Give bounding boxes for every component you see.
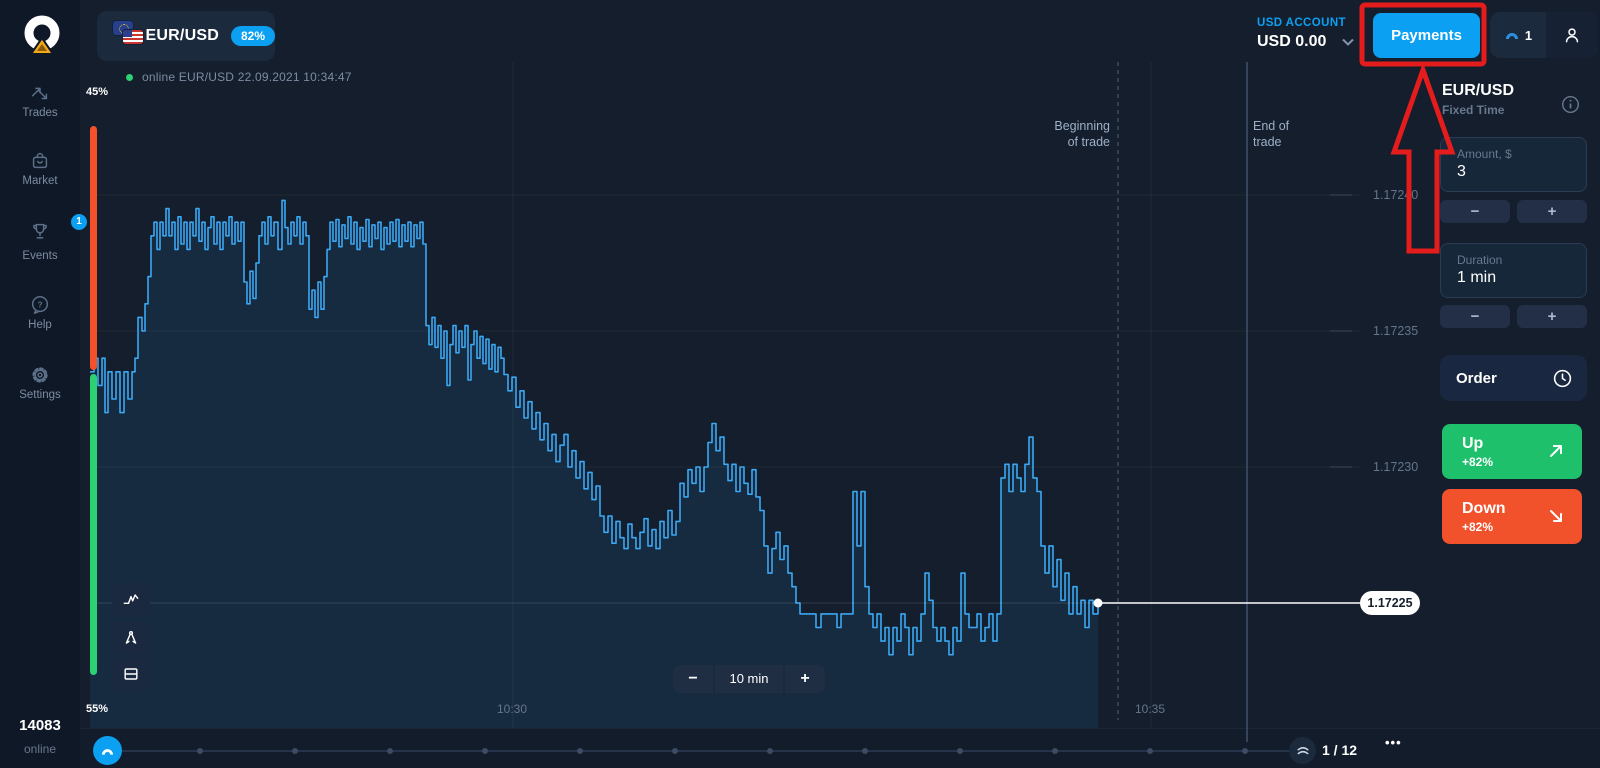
duration-increase-button[interactable]: + (1517, 305, 1587, 328)
price-axis-tick: 1.17235 (1373, 324, 1419, 338)
online-users-count: 14083 (19, 717, 61, 734)
trades-icon (31, 87, 48, 100)
duration-field[interactable]: Duration 1 min (1440, 243, 1587, 298)
sentiment-bar-sell (90, 126, 97, 370)
current-price-tag: 1.17225 (1360, 591, 1420, 615)
down-button[interactable]: Down +82% (1442, 489, 1582, 544)
settings-icon (32, 367, 48, 383)
timeline-scrubber-handle[interactable] (93, 736, 122, 765)
currency-pair-flags-icon (113, 21, 143, 51)
compass-icon (125, 630, 137, 644)
olymp-trade-logo[interactable] (22, 14, 62, 58)
market-icon (32, 153, 48, 169)
price-area (90, 200, 1098, 728)
time-axis-tick: 10:30 (496, 702, 528, 716)
arrow-down-right-icon (1550, 510, 1562, 522)
sidebar-item-help[interactable]: ? Help (0, 294, 80, 331)
down-payout: +82% (1462, 519, 1494, 534)
sidebar-item-label: Market (22, 175, 58, 187)
amount-increase-button[interactable]: + (1517, 200, 1587, 223)
split-view-icon (124, 668, 138, 680)
price-line (90, 199, 1099, 656)
account-balance: USD 0.00 (1257, 33, 1327, 50)
price-axis-tick: 1.17230 (1373, 460, 1419, 474)
profile-segment[interactable] (1546, 12, 1598, 58)
page-indicator: 1 / 12 (1322, 742, 1358, 758)
up-label: Up (1462, 434, 1484, 452)
beginning-of-trade-label: Beginning of trade (1054, 119, 1110, 149)
trade-panel-pair: EUR/USD (1442, 82, 1515, 99)
chart-pages-button[interactable] (1289, 737, 1316, 764)
sidebar-item-label: Events (22, 250, 58, 262)
online-status-dot (126, 73, 133, 81)
notifications-segment[interactable]: 1 (1490, 12, 1546, 58)
sentiment-bar-buy (90, 374, 97, 675)
sidebar-item-label: Help (28, 319, 52, 331)
sidebar-item-trades[interactable]: Trades (0, 82, 80, 119)
account-type-label: USD ACCOUNT (1257, 17, 1346, 29)
line-chart-icon (123, 594, 139, 605)
drawing-tools-button[interactable] (112, 621, 150, 655)
up-payout: +82% (1462, 454, 1494, 469)
price-axis-tick: 1.17240 (1373, 188, 1419, 202)
interval-label: 10 min (715, 665, 783, 693)
duration-label: Duration (1457, 253, 1503, 267)
chart-type-button[interactable] (112, 583, 150, 617)
events-badge: 1 (71, 214, 87, 230)
arrow-up-right-icon (1550, 445, 1562, 457)
sidebar-item-events[interactable]: 1 Events (0, 214, 87, 262)
sentiment-up-percent: 45% (86, 86, 109, 98)
down-label: Down (1462, 499, 1506, 517)
last-price-dot (1093, 598, 1103, 608)
more-options-button[interactable]: ••• (1385, 735, 1402, 750)
duration-value: 1 min (1457, 269, 1497, 286)
amount-value: 3 (1457, 163, 1466, 180)
sidebar: Trades Market 1 Events ? Help (0, 0, 87, 768)
amount-decrease-button[interactable]: − (1440, 200, 1510, 223)
sidebar-item-settings[interactable]: Settings (0, 364, 80, 401)
layers-icon (1297, 746, 1308, 754)
amount-label: Amount, $ (1457, 147, 1512, 161)
svg-text:?: ? (37, 300, 42, 309)
clock-icon (1553, 369, 1572, 387)
sidebar-item-label: Settings (19, 389, 61, 401)
asset-selector[interactable]: EUR/USD 82% (97, 11, 275, 61)
timeline-bar (80, 728, 1600, 768)
online-users-label: online (23, 742, 57, 756)
info-icon[interactable] (1561, 95, 1580, 114)
user-icon (1565, 28, 1579, 43)
time-axis-tick: 10:35 (1134, 702, 1166, 716)
order-label: Order (1456, 369, 1497, 387)
duration-decrease-button[interactable]: − (1440, 305, 1510, 328)
help-icon: ? (31, 296, 49, 314)
account-selector[interactable]: USD ACCOUNT USD 0.00 (1257, 17, 1346, 51)
amount-field[interactable]: Amount, $ 3 (1440, 137, 1587, 192)
order-button[interactable]: Order (1440, 355, 1587, 401)
crown-icon (1505, 33, 1518, 39)
payments-button[interactable]: Payments (1373, 13, 1480, 58)
interval-decrease-button[interactable]: − (673, 665, 713, 693)
crown-icon (102, 749, 113, 755)
end-of-trade-label: End of trade (1253, 119, 1290, 149)
chevron-down-icon[interactable] (1340, 36, 1356, 48)
sidebar-item-label: Trades (22, 107, 58, 119)
notification-count: 1 (1524, 27, 1533, 43)
profile-widget[interactable]: 1 (1490, 12, 1598, 58)
us-flag-icon (123, 30, 143, 44)
asset-pair-label: EUR/USD (145, 27, 219, 44)
interval-increase-button[interactable]: + (785, 665, 825, 693)
split-view-button[interactable] (112, 657, 150, 691)
sidebar-item-market[interactable]: Market (0, 150, 80, 187)
events-icon (33, 223, 47, 239)
asset-status-text: online EUR/USD 22.09.2021 10:34:47 (142, 70, 352, 84)
trade-panel-mode: Fixed Time (1442, 103, 1505, 117)
asset-status: online EUR/USD 22.09.2021 10:34:47 (126, 70, 352, 84)
interval-control: − 10 min + (673, 665, 825, 693)
payout-badge: 82% (230, 26, 275, 46)
up-button[interactable]: Up +82% (1442, 424, 1582, 479)
sentiment-down-percent: 55% (86, 703, 109, 715)
